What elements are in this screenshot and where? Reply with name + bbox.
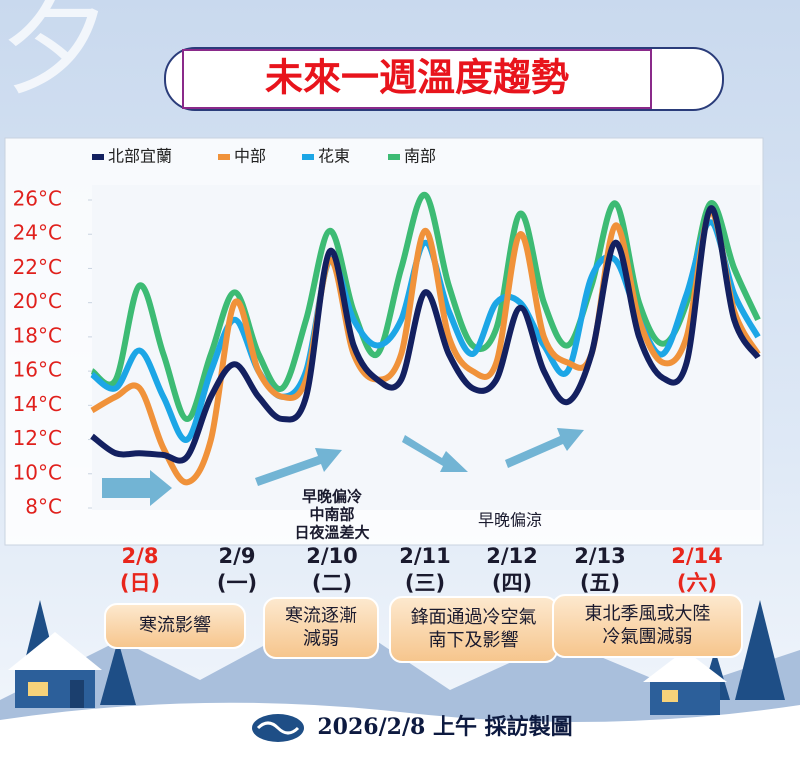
legend-label: 北部宜蘭	[108, 147, 172, 166]
day-date: 2/9	[219, 544, 256, 568]
day-weekday: (五)	[580, 571, 620, 595]
day-weekday: (四)	[492, 571, 532, 595]
note-text: 冷氣團減弱	[603, 627, 693, 648]
day-date: 2/8	[122, 544, 159, 568]
note-text: 鋒面通過冷空氣	[411, 607, 537, 628]
note-box	[263, 597, 379, 659]
note-box	[104, 603, 246, 649]
legend-swatch	[388, 154, 400, 160]
day-weekday: (三)	[405, 571, 445, 595]
y-tick-label: 24°C	[13, 221, 62, 245]
legend-label: 花東	[318, 147, 350, 166]
annotation: 日夜溫差大	[294, 524, 369, 542]
y-tick-label: 14°C	[13, 392, 62, 416]
series-line	[90, 208, 761, 486]
day-date: 2/13	[574, 544, 626, 568]
note-text: 東北季風或大陸	[585, 604, 711, 625]
day-weekday: (一)	[217, 571, 257, 595]
note-text: 南下及影響	[429, 630, 519, 651]
day-date: 2/10	[306, 544, 358, 568]
day-date: 2/11	[399, 544, 451, 568]
y-tick-label: 16°C	[13, 358, 62, 382]
y-tick-label: 20°C	[13, 289, 62, 313]
day-weekday: (六)	[677, 571, 717, 595]
note-box	[552, 594, 743, 658]
legend-swatch	[92, 154, 104, 160]
annotation: 中南部	[309, 506, 354, 524]
day-date: 2/12	[486, 544, 538, 568]
y-tick-label: 8°C	[25, 495, 62, 519]
note-text: 寒流逐漸	[285, 606, 357, 627]
annotation: 早晚偏冷	[302, 488, 362, 506]
y-tick-label: 26°C	[13, 187, 62, 211]
note-text: 寒流影響	[139, 615, 211, 636]
y-tick-label: 12°C	[13, 426, 62, 450]
day-date: 2/14	[671, 544, 723, 568]
logo-wave	[256, 721, 300, 735]
watermark: 夕	[0, 0, 110, 110]
legend-swatch	[218, 154, 230, 160]
chart-title: 未來一週溫度趨勢	[265, 56, 569, 100]
lines	[90, 191, 761, 486]
house-right	[643, 650, 727, 715]
house-left	[8, 632, 102, 708]
day-weekday: (二)	[312, 571, 352, 595]
y-tick-label: 18°C	[13, 323, 62, 347]
legend-label: 中部	[234, 147, 266, 166]
annotation: 早晚偏涼	[478, 511, 542, 530]
y-axis: 8°C 10°C 12°C 14°C 16°C 18°C 20°C 22°C 24°C 26°C	[13, 187, 92, 519]
y-tick-label: 22°C	[13, 255, 62, 279]
note-text: 減弱	[303, 629, 339, 650]
legend-label: 南部	[404, 147, 436, 166]
footer: 2026/2/8 上午 採訪製圖	[317, 714, 572, 740]
trend-arrows	[102, 428, 584, 506]
series-line	[90, 191, 761, 423]
title-box	[182, 49, 652, 109]
y-tick-label: 10°C	[13, 460, 62, 484]
day-weekday: (日)	[120, 571, 160, 595]
legend-swatch	[302, 154, 314, 160]
legend: 北部宜蘭 中部 花東 南部	[92, 147, 436, 166]
snow-ground	[0, 702, 800, 764]
series-line	[90, 205, 761, 464]
